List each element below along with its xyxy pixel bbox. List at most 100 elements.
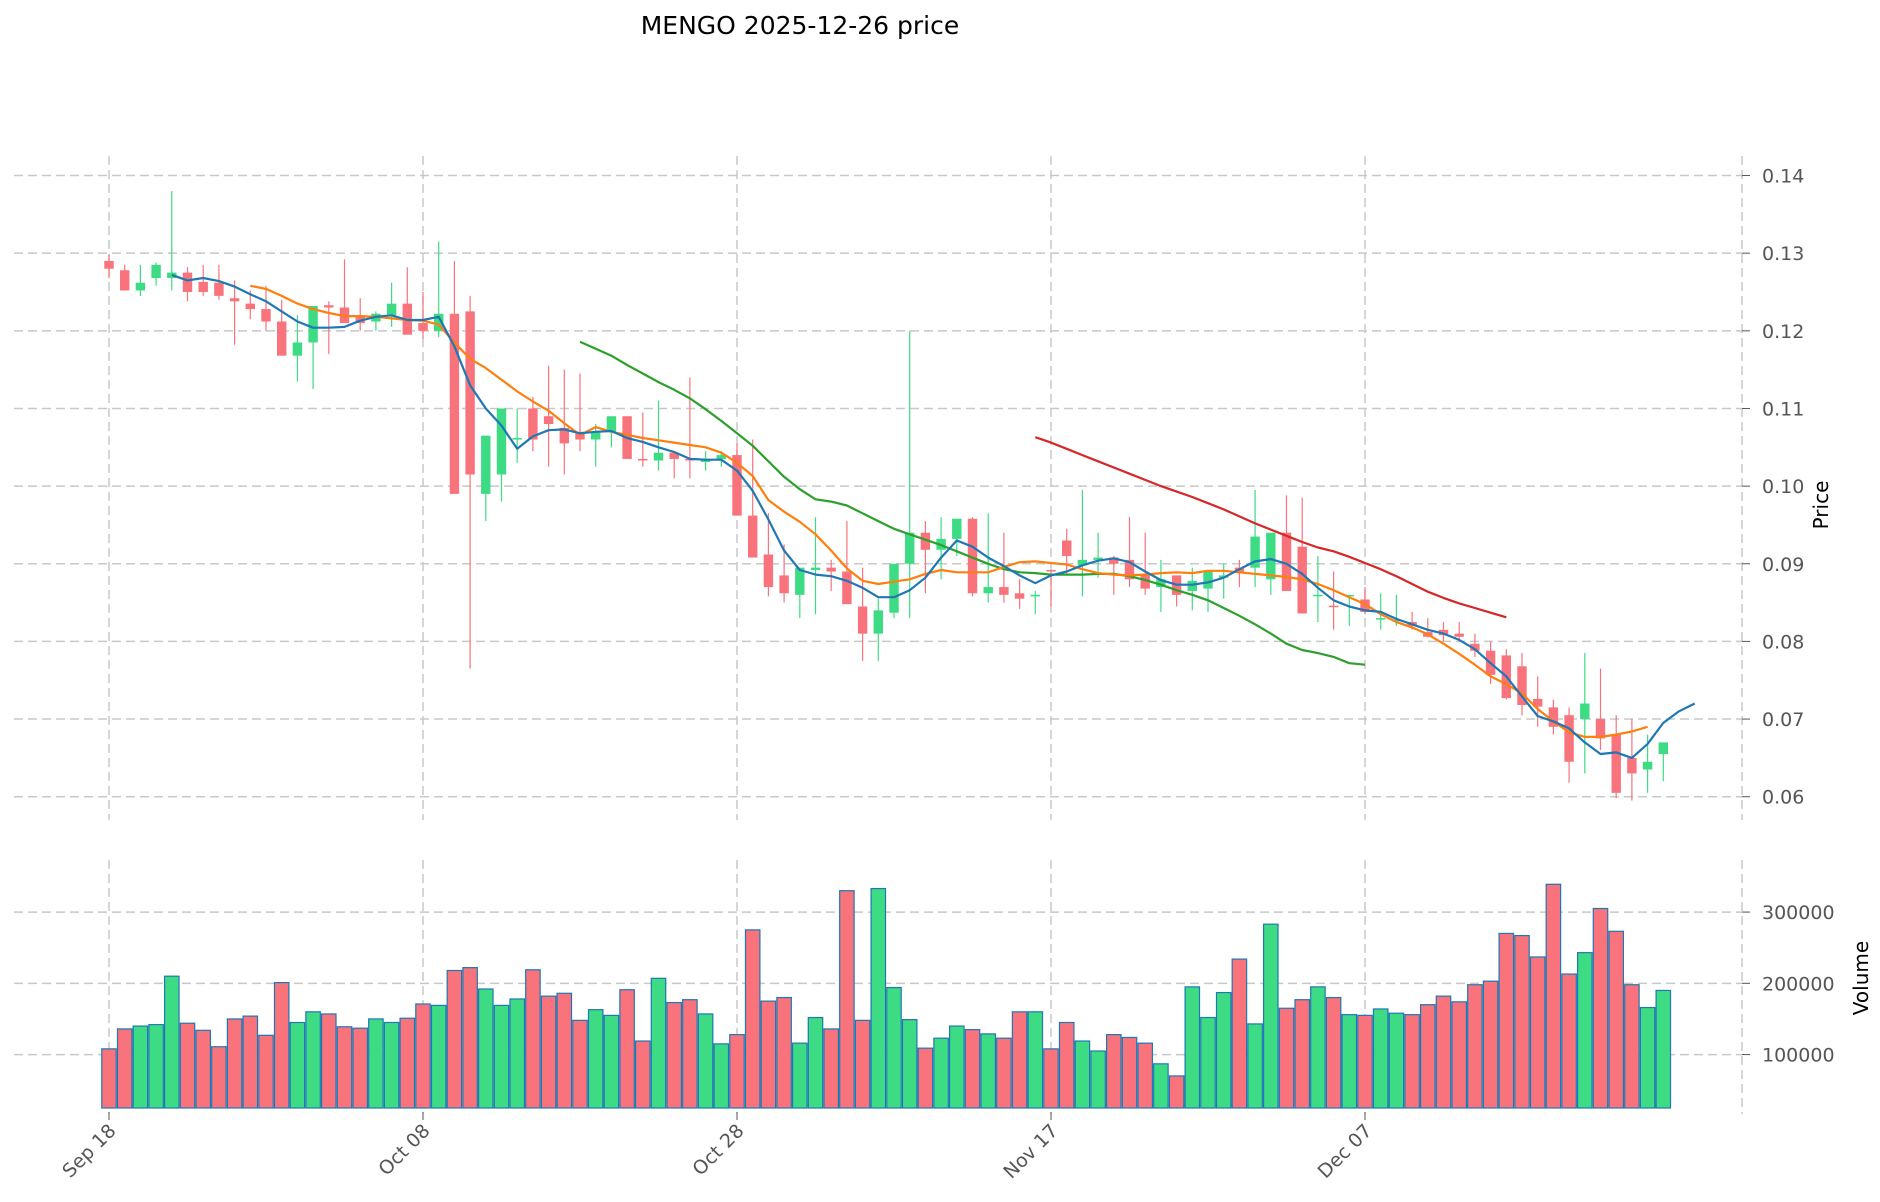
- volume-bar: [1639, 1006, 1656, 1109]
- candle-body: [481, 435, 491, 494]
- volume-bar: [1592, 907, 1609, 1109]
- date-tick-label: Dec 07: [1314, 1120, 1377, 1183]
- candlestick: [308, 305, 318, 390]
- candlestick: [1046, 569, 1056, 607]
- volume-bar: [572, 1019, 588, 1109]
- volume-bar: [1545, 883, 1562, 1109]
- candle-body: [795, 567, 805, 595]
- candle-body: [1250, 536, 1260, 568]
- candle-body: [198, 281, 208, 292]
- candle-body: [1203, 571, 1213, 589]
- candle-body: [1077, 559, 1088, 566]
- candle-body: [433, 313, 444, 331]
- candlestick: [1470, 633, 1480, 657]
- volume-bar: [854, 1019, 871, 1109]
- candle-body: [810, 567, 821, 570]
- candlestick: [1297, 497, 1307, 614]
- volume-bar: [540, 995, 557, 1109]
- candle-body: [324, 305, 334, 308]
- candle-body: [496, 408, 507, 475]
- candlestick: [1203, 571, 1213, 612]
- volume-bar: [870, 887, 887, 1109]
- volume-bar: [1624, 984, 1640, 1109]
- volume-bar: [1090, 1050, 1106, 1109]
- volume-bar: [760, 1000, 777, 1109]
- volume-bar: [729, 1034, 745, 1109]
- candle-body: [1642, 761, 1653, 770]
- volume-bar: [1498, 932, 1515, 1109]
- candle-body: [842, 571, 852, 605]
- volume-bar: [493, 1004, 510, 1109]
- volume-bar: [901, 1019, 918, 1109]
- candle-body: [669, 452, 679, 459]
- candlestick: [182, 267, 193, 302]
- volume-bar: [650, 977, 667, 1109]
- volume-tick-label: 200000: [1762, 973, 1835, 995]
- date-tick-label: Sep 18: [58, 1120, 120, 1182]
- candle-body: [449, 313, 460, 494]
- volume-bar: [1105, 1034, 1122, 1109]
- candle-body: [920, 532, 931, 550]
- candle-body: [292, 342, 303, 356]
- volume-bar: [273, 981, 290, 1109]
- volume-bar: [1278, 1007, 1295, 1109]
- price-tick-label: 0.12: [1762, 321, 1804, 343]
- volume-bar: [980, 1033, 997, 1109]
- volume-bar: [1184, 986, 1201, 1109]
- candlestick: [1281, 495, 1292, 591]
- volume-bar: [368, 1018, 384, 1109]
- volume-bar: [477, 988, 494, 1109]
- candlestick: [1627, 719, 1637, 801]
- candle-body: [559, 427, 570, 444]
- candlestick: [1156, 559, 1166, 612]
- candle-body: [229, 298, 240, 302]
- volume-bar: [1325, 996, 1342, 1109]
- candlestick: [920, 521, 931, 594]
- volume-bar: [132, 1025, 149, 1109]
- candle-body: [606, 416, 617, 432]
- candle-body: [1061, 540, 1072, 556]
- candle-body: [308, 305, 318, 343]
- candlestick: [496, 408, 507, 502]
- candlestick: [842, 521, 852, 605]
- volume-bar: [1294, 999, 1311, 1109]
- candle-body: [826, 567, 836, 572]
- price-tick-label: 0.06: [1762, 787, 1804, 809]
- volume-bar: [1341, 1014, 1358, 1109]
- candlestick: [1580, 653, 1590, 774]
- date-tick-label: Oct 08: [374, 1120, 434, 1180]
- candlestick: [1266, 532, 1276, 595]
- volume-bar: [116, 1028, 133, 1109]
- candlestick: [543, 365, 554, 467]
- candlestick: [135, 264, 146, 296]
- volume-bar: [430, 1004, 447, 1109]
- volume-bar: [1482, 980, 1499, 1109]
- candlestick: [1391, 594, 1402, 626]
- candle-body: [1344, 594, 1355, 597]
- candlestick: [1250, 490, 1260, 588]
- volume-bar: [1655, 989, 1672, 1109]
- volume-bar: [1451, 1001, 1468, 1109]
- volume-bar: [1074, 1040, 1091, 1109]
- volume-bar: [666, 1001, 683, 1109]
- volume-bar: [1043, 1048, 1059, 1109]
- candle-body: [638, 458, 648, 461]
- candle-body: [1454, 633, 1464, 637]
- candle-body: [1046, 569, 1056, 572]
- candlestick: [528, 396, 538, 452]
- candle-body: [967, 518, 978, 594]
- candle-body: [952, 518, 962, 539]
- candlestick: [261, 285, 271, 331]
- candlestick: [889, 563, 899, 619]
- volume-bar: [525, 969, 541, 1109]
- candle-body: [590, 431, 601, 440]
- candle-body: [1517, 666, 1527, 706]
- candlestick: [449, 260, 460, 494]
- candlestick: [198, 264, 208, 296]
- candle-body: [1532, 698, 1543, 707]
- volume-bar: [1561, 973, 1577, 1109]
- candlestick: [795, 567, 805, 619]
- volume-bar: [336, 1026, 353, 1109]
- candle-body: [1140, 575, 1150, 589]
- volume-bar: [886, 986, 902, 1109]
